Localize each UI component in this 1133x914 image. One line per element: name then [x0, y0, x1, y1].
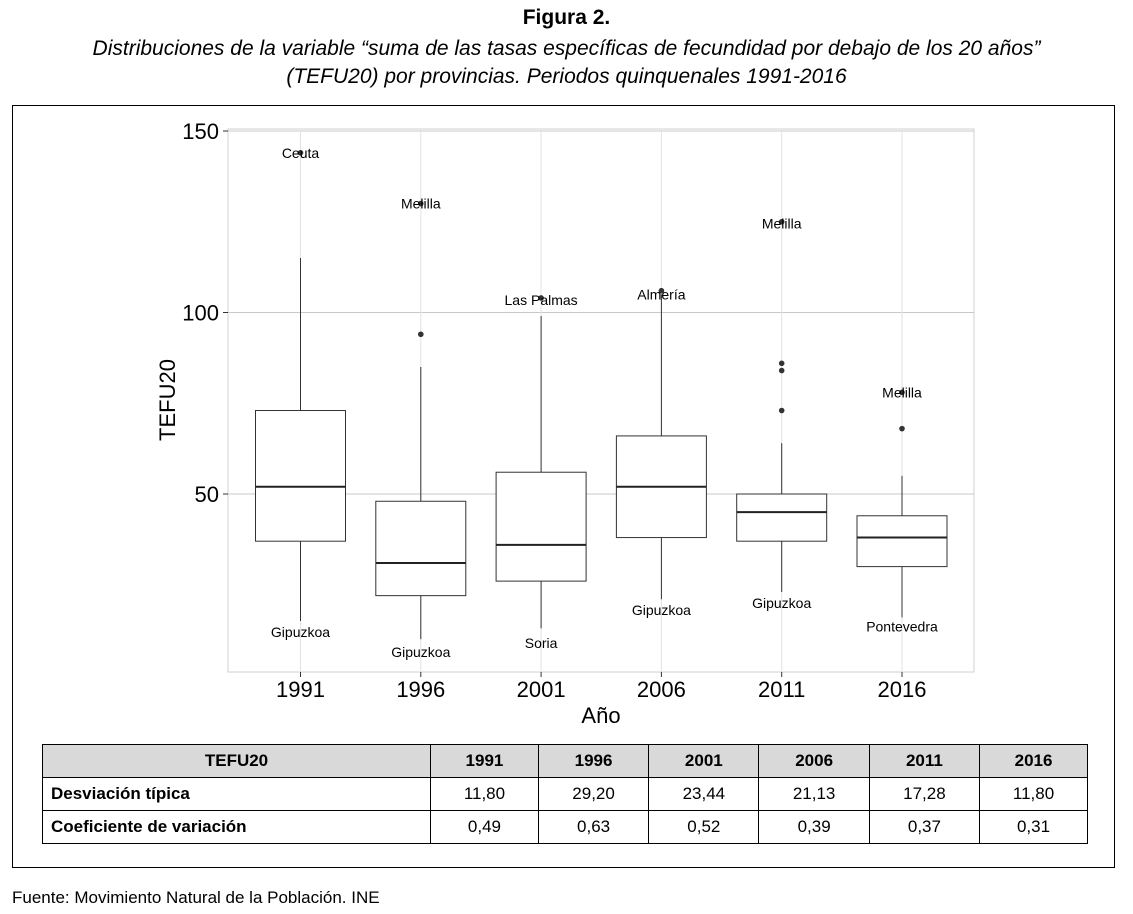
table-header-cell: 2011	[868, 744, 981, 778]
annotation-label: Pontevedra	[866, 618, 938, 634]
outlier-point	[778, 367, 785, 374]
annotation-label: Las Palmas	[505, 292, 578, 308]
table-row: Desviación típica 11,80 29,20 23,44 21,1…	[42, 777, 1088, 811]
x-tick-label: 2006	[637, 677, 686, 702]
table-cell: 0,52	[648, 810, 760, 844]
boxes	[255, 258, 948, 640]
axes: 50 100 150 1991 1996 2001 2006 2011 2016	[182, 119, 926, 702]
x-tick-label: 1996	[396, 677, 445, 702]
x-tick-label: 2011	[758, 677, 805, 702]
outlier-point	[899, 389, 905, 396]
box-iqr	[375, 500, 467, 597]
table-row: Coeficiente de variación 0,49 0,63 0,52 …	[42, 810, 1088, 844]
outlier-point	[778, 360, 785, 367]
row-label: Coeficiente de variación	[42, 810, 431, 844]
table-header-cell: TEFU20	[42, 744, 431, 778]
outlier-point	[418, 200, 424, 207]
table-cell: 0,63	[537, 810, 650, 844]
box-1996	[375, 366, 467, 640]
box-2011	[736, 443, 828, 593]
table-cell: 29,20	[537, 777, 650, 811]
row-label: Desviación típica	[42, 777, 431, 811]
table-header-cell: 2016	[979, 744, 1088, 778]
figure-caption-line-2: (TEFU20) por provincias. Periodos quinqu…	[286, 65, 847, 88]
table-cell: 0,37	[868, 810, 981, 844]
annotation-label: Gipuzkoa	[632, 602, 691, 618]
x-tick-label: 2016	[878, 677, 927, 702]
box-iqr	[856, 515, 948, 568]
annotation-label: Almería	[637, 286, 685, 302]
annotation-label: Gipuzkoa	[752, 595, 811, 611]
box-2016	[856, 475, 948, 618]
annotation-label: Melilla	[762, 216, 802, 232]
table-header-cell: 1991	[430, 744, 539, 778]
stats-table: TEFU20 1991 1996 2001 2006 2011 2016 Des…	[42, 744, 1088, 844]
outlier-point	[899, 425, 905, 432]
box-2001	[495, 316, 587, 629]
annotation-label: Ceuta	[282, 145, 320, 161]
table-cell: 0,39	[758, 810, 870, 844]
box-1991	[255, 258, 346, 622]
y-axis-label: TEFU20	[155, 359, 180, 441]
table-header-row: TEFU20 1991 1996 2001 2006 2011 2016	[42, 744, 1088, 778]
outlier-point	[778, 218, 785, 225]
table-header-cell: 1996	[537, 744, 650, 778]
outliers	[297, 149, 905, 432]
box-iqr	[255, 410, 346, 542]
outlier-point	[297, 149, 304, 156]
figure-caption: Distribuciones de la variable “suma de l…	[20, 35, 1113, 91]
annotation-label: Melilla	[401, 196, 441, 212]
x-axis-label: Año	[581, 703, 620, 728]
annotation-label: Melilla	[882, 384, 922, 400]
figure-caption-line-1: Distribuciones de la variable “suma de l…	[92, 37, 1041, 60]
y-tick-label: 100	[182, 301, 219, 326]
box-2006	[615, 294, 707, 600]
table-header-cell: 2006	[758, 744, 870, 778]
annotation-label: Gipuzkoa	[391, 644, 450, 660]
table-cell: 11,80	[979, 777, 1088, 811]
annotations: Ceuta Gipuzkoa Melilla Gipuzkoa Las Palmas So…	[271, 145, 938, 660]
boxplot-chart: Ceuta Gipuzkoa Melilla Gipuzkoa Las Palmas So…	[155, 119, 975, 728]
annotation-label: Soria	[525, 635, 558, 651]
outlier-point	[778, 407, 785, 414]
outlier-point	[658, 287, 665, 294]
y-tick-label: 50	[195, 482, 219, 507]
x-tick-label: 2001	[517, 677, 566, 702]
table-cell: 11,80	[430, 777, 539, 811]
y-tick-label: 150	[182, 119, 219, 144]
outlier-point	[538, 295, 544, 301]
outlier-point	[418, 331, 424, 338]
table-cell: 0,49	[430, 810, 539, 844]
figure-frame	[12, 105, 1115, 868]
annotation-label: Gipuzkoa	[271, 624, 330, 640]
table-cell: 17,28	[868, 777, 981, 811]
box-iqr	[495, 471, 587, 582]
table-header-cell: 2001	[648, 744, 760, 778]
source-note: Fuente: Movimiento Natural de la Poblaci…	[12, 888, 380, 907]
table-cell: 23,44	[648, 777, 760, 811]
x-tick-label: 1991	[276, 677, 325, 702]
plot-panel	[227, 128, 975, 673]
table-cell: 0,31	[979, 810, 1088, 844]
box-iqr	[736, 493, 828, 542]
table-cell: 21,13	[758, 777, 870, 811]
figure-label: Figura 2.	[522, 6, 611, 29]
